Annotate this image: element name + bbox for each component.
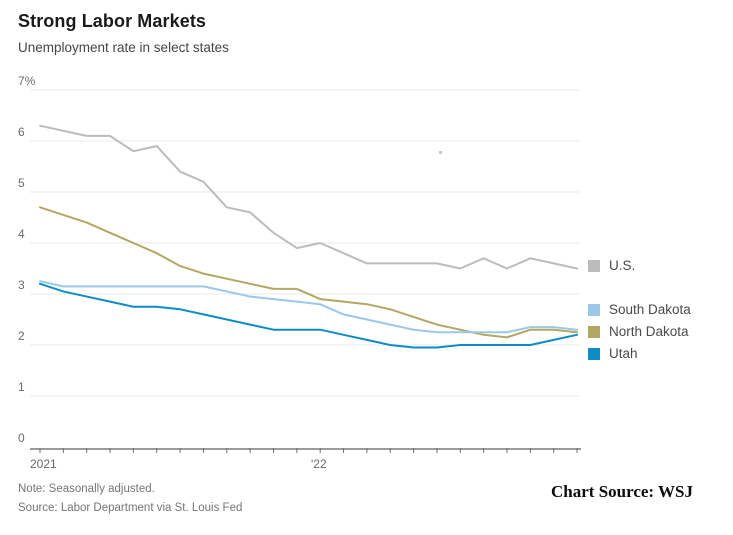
legend-label-north-dakota: North Dakota [609,324,689,339]
south-dakota-legend-swatch-icon [588,303,600,316]
y-axis-tick-label: 0 [18,431,25,445]
x-axis-year-label-22: '22 [311,457,327,471]
legend-label-us: U.S. [609,258,636,273]
utah-legend-swatch-icon [588,347,600,360]
chart-source: Source: Labor Department via St. Louis F… [18,502,243,514]
y-axis-tick-label: 6 [18,125,25,139]
x-axis-year-label-2021: 2021 [30,457,57,471]
y-axis-tick-label: 4 [18,227,25,241]
y-axis-tick-label: 2 [18,329,25,343]
series-line-u-s [39,124,579,270]
chart-attribution: Chart Source: WSJ [551,482,693,501]
legend-item-south-dakota: South Dakota [588,302,691,317]
y-axis-tick-label: 7% [18,74,36,88]
chart-subtitle: Unemployment rate in select states [18,40,229,55]
y-axis-tick-label: 3 [18,278,25,292]
legend-label-utah: Utah [609,346,638,361]
legend-item-utah: Utah [588,346,638,361]
chart-note: Note: Seasonally adjusted. [18,483,155,495]
legend-item-us: U.S. [588,258,635,273]
north-dakota-legend-swatch-icon [588,325,600,338]
chart-title: Strong Labor Markets [18,11,207,31]
series-line-utah [39,282,579,349]
legend-item-north-dakota: North Dakota [588,324,689,339]
y-axis-tick-label: 5 [18,176,25,190]
series-line-south-dakota [39,280,579,334]
y-axis-tick-label: 1 [18,380,25,394]
legend-label-south-dakota: South Dakota [609,302,691,317]
us-legend-swatch-icon [588,259,600,272]
chart-artifact-dot [439,151,442,154]
series-line-north-dakota [39,206,579,339]
